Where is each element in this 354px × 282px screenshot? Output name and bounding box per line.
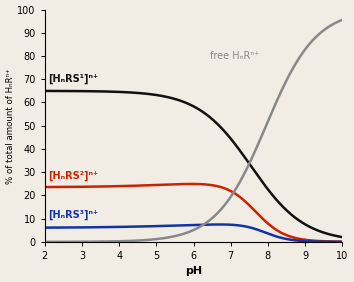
Text: [HₙRS²]ⁿ⁺: [HₙRS²]ⁿ⁺	[48, 171, 99, 181]
X-axis label: pH: pH	[185, 266, 202, 276]
Y-axis label: % of total amount of HₙRⁿ⁺: % of total amount of HₙRⁿ⁺	[6, 68, 15, 184]
Text: [HₙRS¹]ⁿ⁺: [HₙRS¹]ⁿ⁺	[48, 74, 99, 84]
Text: [HₙRS³]ⁿ⁺: [HₙRS³]ⁿ⁺	[48, 210, 99, 220]
Text: free HₙRⁿ⁺: free HₙRⁿ⁺	[210, 51, 260, 61]
